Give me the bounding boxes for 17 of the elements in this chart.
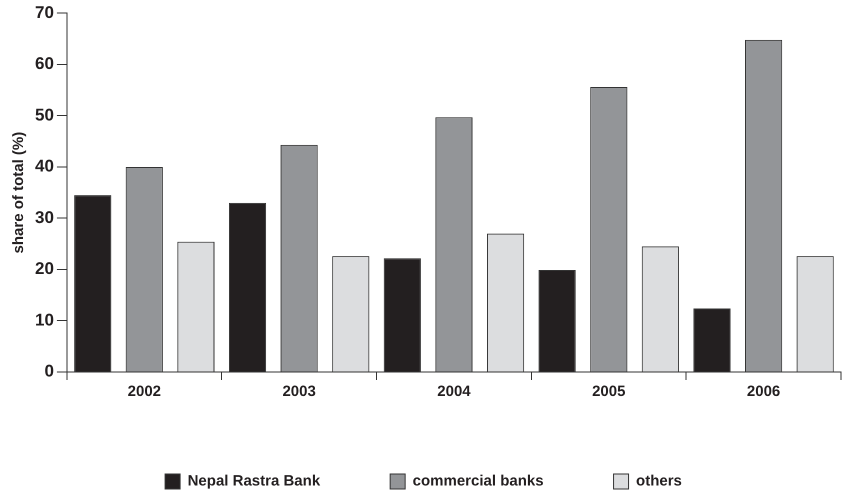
x-tick-label: 2003 [282,383,316,400]
legend-label: commercial banks [412,472,544,490]
y-tick-label: 30 [34,208,54,227]
y-tick-label: 0 [44,362,54,381]
x-tick-label: 2004 [437,383,472,400]
legend-label: others [636,472,682,490]
y-tick-label: 10 [34,310,54,330]
y-tick-label: 50 [34,105,54,124]
x-tick-label: 2006 [746,383,780,400]
y-axis-title: share of total (%) [10,132,28,254]
y-tick-label: 20 [34,259,54,278]
legend-label: Nepal Rastra Bank [188,472,321,490]
y-tick-label: 70 [34,2,54,22]
y-tick-label: 40 [34,156,54,176]
x-tick-label: 2002 [128,383,162,400]
x-tick-label: 2005 [592,383,626,400]
y-tick-label: 60 [34,54,54,74]
